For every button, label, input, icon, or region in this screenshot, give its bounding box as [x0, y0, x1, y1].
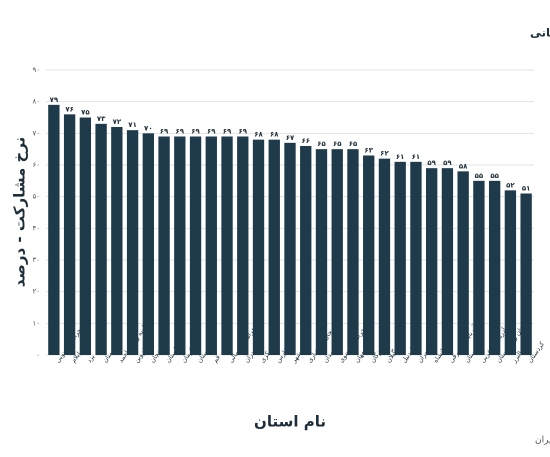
bar	[63, 114, 76, 355]
value-label: ۶۱	[412, 153, 421, 161]
bar	[488, 180, 501, 355]
value-label: ۶۹	[176, 128, 185, 136]
bar	[252, 139, 265, 355]
bar	[221, 136, 233, 355]
x-tick-label: یزد	[85, 353, 96, 365]
value-label: ۶۹	[160, 128, 169, 136]
y-tick-label: ۸۰	[32, 98, 40, 106]
value-label: ۷۹	[50, 96, 59, 104]
source-note: منبع: مرکز آمار ایران	[535, 434, 550, 446]
value-label: ۶۹	[239, 128, 248, 136]
y-tick-label: ۶۰	[32, 161, 40, 169]
value-label: ۷۲	[113, 118, 122, 126]
bar	[237, 136, 249, 355]
x-axis-label: نام استان	[254, 413, 326, 431]
bar	[394, 161, 406, 355]
x-tick-label: قم	[211, 354, 222, 365]
value-label: ۵۲	[506, 181, 515, 189]
bar	[300, 146, 312, 355]
value-label: ۶۵	[333, 140, 342, 148]
value-label: ۷۰	[144, 124, 153, 132]
value-label: ۶۲	[380, 150, 389, 158]
bar	[441, 168, 454, 355]
value-label: ۶۹	[191, 128, 200, 136]
value-label: ۶۳	[364, 147, 373, 155]
value-label: ۶۸	[270, 131, 279, 139]
bar	[126, 130, 139, 355]
y-tick-label: ۰	[36, 351, 40, 359]
value-label: ۶۵	[317, 140, 326, 148]
bar	[111, 127, 123, 355]
value-label: ۵۸	[459, 162, 468, 170]
bar	[520, 193, 532, 355]
value-label: ۶۵	[349, 140, 358, 148]
value-label: ۵۹	[427, 159, 436, 167]
bar	[189, 136, 202, 355]
bar	[315, 149, 328, 355]
value-label: ۶۷	[286, 134, 295, 142]
value-label: ۵۹	[443, 159, 452, 167]
y-tick-label: ۷۰	[32, 129, 40, 137]
bar	[504, 190, 517, 355]
value-label: ۷۵	[81, 109, 90, 117]
bar	[473, 180, 485, 355]
value-label: ۵۵	[475, 172, 484, 180]
value-label: ۶۹	[207, 128, 216, 136]
value-label: ۷۳	[97, 115, 106, 123]
y-tick-label: ۳۰	[32, 256, 40, 264]
bar	[347, 149, 359, 355]
bar	[284, 142, 296, 355]
bar	[457, 171, 469, 355]
value-label: ۷۱	[128, 121, 137, 129]
bar	[410, 161, 422, 355]
y-tick-label: ۹۰	[32, 66, 40, 74]
bar	[268, 139, 280, 355]
bar	[48, 104, 60, 355]
value-label: ۶۹	[223, 128, 232, 136]
bar	[142, 133, 154, 355]
bar	[79, 117, 92, 355]
value-label: ۵۱	[522, 185, 531, 193]
value-label: ۶۸	[254, 131, 263, 139]
value-label: ۶۱	[396, 153, 405, 161]
value-label: ۵۵	[490, 172, 499, 180]
bar	[205, 136, 217, 355]
y-tick-label: ۴۰	[32, 224, 40, 232]
chart-title: میانگین نرخ مشارکت در سیزده دوره انتخابا…	[530, 26, 550, 41]
y-tick-label: ۲۰	[32, 288, 40, 296]
y-tick-label: ۱۰	[32, 319, 40, 327]
bar	[426, 168, 438, 355]
value-label: ۷۶	[65, 105, 74, 113]
bar	[95, 123, 107, 355]
y-tick-label: ۵۰	[32, 193, 40, 201]
bar	[331, 149, 343, 355]
value-label: ۶۶	[301, 137, 310, 145]
bar	[158, 136, 170, 355]
bar	[378, 158, 391, 355]
bar	[174, 136, 186, 355]
bar	[363, 155, 375, 355]
y-axis-label: نرخ مشارکت - درصد	[11, 137, 29, 288]
